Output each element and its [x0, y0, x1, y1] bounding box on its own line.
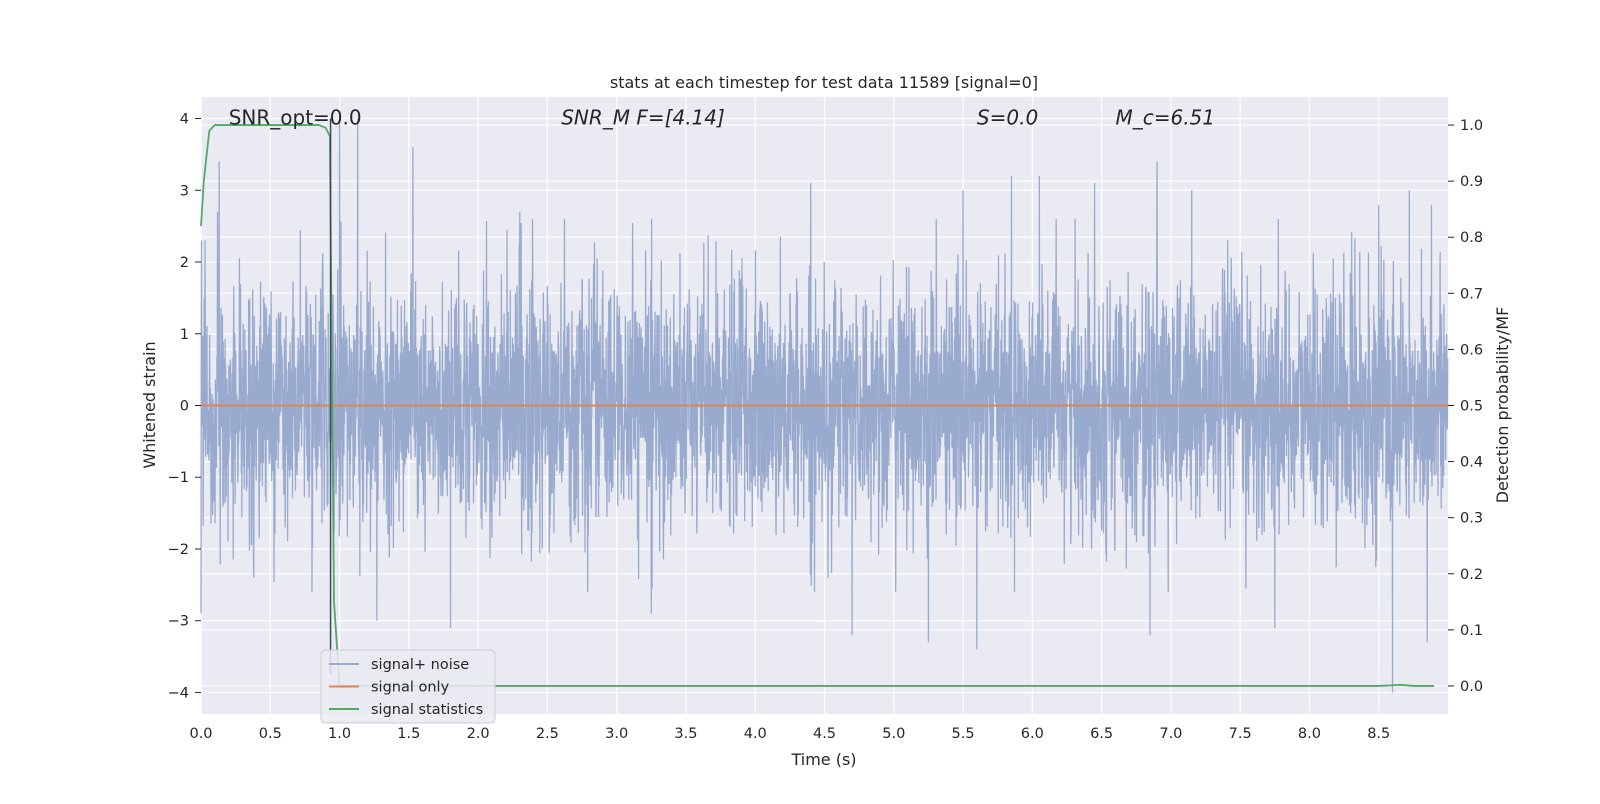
x-tick-label: 2.5 — [536, 726, 559, 742]
y2-tick-label: 0.5 — [1460, 399, 1483, 415]
x-tick-label: 6.5 — [1090, 726, 1113, 742]
y-tick-label: 1 — [180, 327, 189, 343]
y2-tick-label: 0.9 — [1460, 174, 1483, 190]
y-tick-label: −1 — [168, 470, 189, 486]
y2-tick-label: 0.8 — [1460, 230, 1483, 246]
plot-series — [200, 118, 1449, 693]
y2-tick-label: 0.1 — [1460, 623, 1483, 639]
series-signal-noise-line — [200, 118, 1449, 693]
x-tick-label: 7.0 — [1159, 726, 1182, 742]
annotation-label: SNR_M F=[4.14] — [561, 106, 725, 130]
y-tick-label: 4 — [180, 112, 189, 128]
x-tick-label: 4.5 — [813, 726, 836, 742]
x-tick-label: 6.0 — [1021, 726, 1044, 742]
annotation-label: M_c=6.51 — [1115, 106, 1215, 130]
y-tick-label: 0 — [180, 399, 189, 415]
y-tick-label: −4 — [168, 685, 189, 701]
annotation-label: SNR_opt=0.0 — [229, 106, 362, 130]
y-tick-label: 2 — [180, 255, 189, 271]
x-tick-label: 1.0 — [328, 726, 351, 742]
chart-title: stats at each timestep for test data 115… — [610, 73, 1038, 92]
x-tick-label: 8.5 — [1367, 726, 1390, 742]
x-tick-label: 0.0 — [189, 726, 212, 742]
x-tick-label: 5.5 — [952, 726, 975, 742]
y-tick-label: −2 — [168, 542, 189, 558]
y2-tick-label: 0.6 — [1460, 342, 1483, 358]
legend-label: signal only — [371, 680, 450, 696]
x-axis-ticks: 0.0 0.5 1.0 1.5 2.0 2.5 3.0 3.5 4.0 4.5 5.0 5.5 6.0 6… — [189, 726, 1390, 742]
legend-box — [320, 649, 496, 724]
y-axis-label: Whitened strain — [140, 341, 159, 468]
x-tick-label: 5.0 — [882, 726, 905, 742]
y-axis-ticks: −4 −3 −2 −1 0 1 2 3 4 — [168, 112, 201, 701]
y2-tick-label: 0.0 — [1460, 679, 1483, 695]
y2-tick-label: 0.3 — [1460, 511, 1483, 527]
x-tick-label: 4.0 — [744, 726, 767, 742]
legend: signal+ noise signal only signal statistic… — [320, 649, 496, 724]
series-signal-statistics-line — [200, 124, 1435, 687]
y-tick-label: −3 — [168, 614, 189, 630]
x-tick-label: 1.5 — [397, 726, 420, 742]
x-tick-label: 7.5 — [1229, 726, 1252, 742]
annotations: SNR_opt=0.0 SNR_M F=[4.14] S=0.0 M_c=6.51 — [229, 106, 1215, 130]
y-tick-label: 3 — [180, 183, 189, 199]
annotation-label: S=0.0 — [977, 106, 1038, 130]
x-tick-label: 0.5 — [259, 726, 282, 742]
legend-label: signal+ noise — [371, 657, 469, 673]
x-tick-label: 2.0 — [467, 726, 490, 742]
x-tick-label: 8.0 — [1298, 726, 1321, 742]
y2-tick-label: 0.7 — [1460, 286, 1483, 302]
legend-label: signal statistics — [371, 702, 483, 718]
y2-axis-ticks: 0.0 0.1 0.2 0.3 0.4 0.5 0.6 0.7 0.8 0.9 1.0 — [1448, 118, 1483, 695]
y2-axis-label: Detection probability/MF — [1493, 307, 1512, 504]
y2-tick-label: 0.2 — [1460, 567, 1483, 583]
x-axis-label: Time (s) — [790, 750, 856, 769]
y2-tick-label: 0.4 — [1460, 455, 1483, 471]
y2-tick-label: 1.0 — [1460, 118, 1483, 134]
x-tick-label: 3.5 — [674, 726, 697, 742]
x-tick-label: 3.0 — [605, 726, 628, 742]
